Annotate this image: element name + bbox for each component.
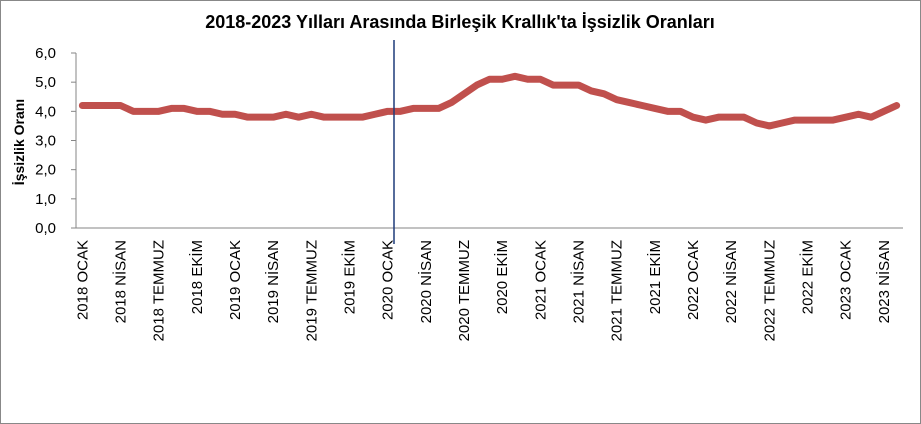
x-tick-label: 2019 OCAK xyxy=(227,240,244,320)
x-tick-label: 2020 NİSAN xyxy=(417,240,435,323)
line-series xyxy=(78,72,901,130)
chart-title: 2018-2023 Yılları Arasında Birleşik Kral… xyxy=(205,12,715,32)
x-tick-label: 2019 TEMMUZ xyxy=(303,240,320,341)
x-tick-label: 2018 OCAK xyxy=(74,240,91,320)
x-tick-label: 2018 NİSAN xyxy=(112,240,130,323)
x-tick-label: 2023 NİSAN xyxy=(875,240,893,323)
x-tick-label: 2022 TEMMUZ xyxy=(761,240,778,341)
y-tick-label: 1,0 xyxy=(35,191,56,208)
y-tick-label: 6,0 xyxy=(35,45,56,62)
x-tick-label: 2021 OCAK xyxy=(532,240,549,320)
x-tick-label: 2022 OCAK xyxy=(685,240,702,320)
y-tick-label: 2,0 xyxy=(35,162,56,179)
x-tick-label: 2021 EKİM xyxy=(646,240,664,314)
y-tick-label: 4,0 xyxy=(35,103,56,120)
x-tick-label: 2018 TEMMUZ xyxy=(151,240,168,341)
x-tick-label: 2021 TEMMUZ xyxy=(609,240,626,341)
y-axis-title: İşsizlik Oranı xyxy=(11,99,27,185)
x-tick-label: 2021 NİSAN xyxy=(570,240,588,323)
x-tick-label: 2022 EKİM xyxy=(799,240,817,314)
x-tick-label: 2020 TEMMUZ xyxy=(456,240,473,341)
x-tick-label: 2020 EKİM xyxy=(493,240,511,314)
y-tick-label: 5,0 xyxy=(35,74,56,91)
x-tick-label: 2022 NİSAN xyxy=(722,240,740,323)
x-tick-label: 2019 NİSAN xyxy=(264,240,282,323)
y-tick-label: 0,0 xyxy=(35,220,56,237)
x-tick-label: 2023 OCAK xyxy=(838,240,855,320)
x-tick-label: 2020 OCAK xyxy=(380,240,397,320)
x-tick-label: 2019 EKİM xyxy=(341,240,359,314)
y-tick-label: 3,0 xyxy=(35,133,56,150)
x-tick-label: 2018 EKİM xyxy=(188,240,206,314)
